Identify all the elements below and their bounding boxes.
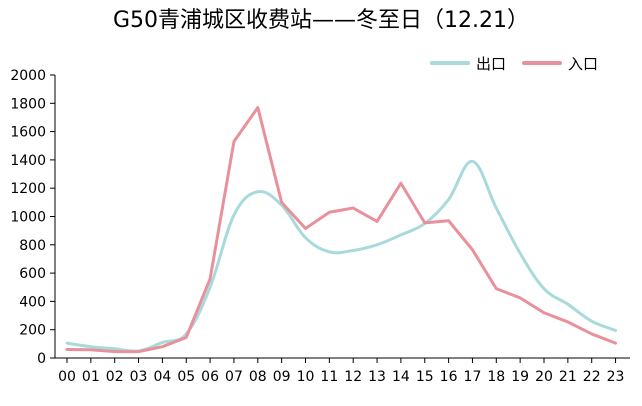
data-point-entry-23 [614,342,617,345]
x-tick-label-08: 08 [249,369,267,385]
x-tick-label-18: 18 [487,369,505,385]
data-point-entry-09 [280,201,283,204]
data-point-entry-19 [519,296,522,299]
data-point-exit-10 [304,236,307,239]
y-tick-label-200: 200 [19,323,46,339]
data-point-exit-11 [328,250,331,253]
data-point-entry-05 [185,336,188,339]
data-point-entry-17 [471,248,474,251]
x-tick-label-04: 04 [153,369,171,385]
data-point-entry-03 [137,350,140,353]
data-point-exit-04 [161,341,164,344]
x-tick-label-07: 07 [225,369,243,385]
y-tick-label-600: 600 [19,266,46,282]
x-tick-label-05: 05 [177,369,195,385]
data-point-entry-16 [447,219,450,222]
data-point-exit-22 [590,320,593,323]
data-point-exit-13 [376,243,379,246]
series-line-exit [65,159,618,353]
x-tick-label-01: 01 [82,369,100,385]
x-tick-label-02: 02 [106,369,124,385]
data-point-exit-12 [352,249,355,252]
series-line-entry [65,106,618,354]
y-tick-label-0: 0 [37,351,46,367]
legend-item-entry: 入口 [522,53,598,74]
x-tick-label-14: 14 [392,369,410,385]
chart-title: G50青浦城区收费站——冬至日（12.21） [112,8,530,33]
data-point-exit-06 [209,286,212,289]
x-tick-label-09: 09 [273,369,291,385]
y-tick-label-1800: 1800 [10,96,46,112]
data-point-entry-02 [113,350,116,353]
y-tick-label-1600: 1600 [10,125,46,141]
legend: 出口 入口 [430,52,614,74]
x-tick-label-03: 03 [130,369,148,385]
x-tick-label-15: 15 [416,369,434,385]
data-point-entry-00 [66,348,69,351]
data-point-exit-20 [543,287,546,290]
data-point-entry-15 [423,221,426,224]
legend-swatch-exit [430,61,470,65]
data-point-exit-00 [66,342,69,345]
data-point-exit-14 [399,233,402,236]
data-point-entry-01 [89,348,92,351]
data-point-entry-22 [590,332,593,335]
legend-swatch-entry [522,61,563,65]
data-point-entry-08 [256,106,259,109]
data-point-entry-12 [352,207,355,210]
legend-item-exit: 出口 [430,53,506,74]
data-point-entry-06 [209,277,212,280]
data-point-exit-21 [566,303,569,306]
legend-label-exit: 出口 [476,54,507,73]
data-point-entry-21 [566,320,569,323]
y-tick-label-1000: 1000 [10,210,46,226]
y-tick-label-1200: 1200 [10,181,46,197]
data-point-exit-07 [232,214,235,217]
data-point-entry-18 [495,287,498,290]
data-point-exit-23 [614,329,617,332]
data-point-exit-02 [113,347,116,350]
x-tick-label-19: 19 [511,369,529,385]
data-point-entry-20 [543,311,546,314]
x-tick-label-06: 06 [201,369,219,385]
data-point-entry-11 [328,211,331,214]
x-tick-label-10: 10 [297,369,315,385]
x-tick-label-22: 22 [583,369,601,385]
data-point-exit-01 [89,345,92,348]
data-point-entry-07 [232,140,235,143]
data-point-exit-16 [447,198,450,201]
x-tick-label-00: 00 [58,369,76,385]
x-tick-label-20: 20 [535,369,553,385]
x-tick-label-13: 13 [368,369,386,385]
x-tick-label-12: 12 [344,369,362,385]
y-tick-label-800: 800 [19,238,46,254]
legend-label-entry: 入口 [568,54,599,73]
x-tick-label-16: 16 [440,369,458,385]
data-point-entry-10 [304,227,307,230]
data-point-exit-19 [519,252,522,255]
x-tick-label-17: 17 [464,369,482,385]
data-point-entry-04 [161,345,164,348]
y-tick-label-2000: 2000 [10,68,46,84]
data-point-exit-17 [471,160,474,163]
data-point-exit-08 [256,190,259,193]
data-point-entry-13 [376,220,379,223]
data-point-exit-18 [495,207,498,210]
x-tick-label-11: 11 [320,369,338,385]
y-tick-label-1400: 1400 [10,153,46,169]
data-point-entry-14 [399,182,402,185]
x-tick-label-23: 23 [607,369,625,385]
y-tick-label-400: 400 [19,294,46,310]
x-tick-label-21: 21 [559,369,577,385]
